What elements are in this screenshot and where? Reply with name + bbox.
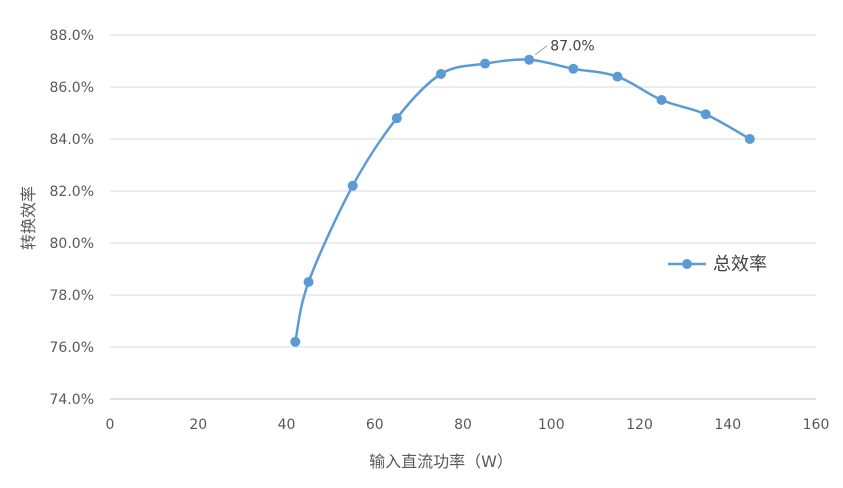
y-tick-label: 86.0% bbox=[50, 80, 94, 96]
data-points bbox=[290, 54, 755, 347]
x-axis-title: 输入直流功率（W） bbox=[369, 452, 513, 471]
annotation-leader bbox=[534, 45, 548, 56]
x-tick-label: 140 bbox=[714, 417, 741, 433]
x-tick-label: 80 bbox=[454, 417, 472, 433]
y-tick-label: 80.0% bbox=[50, 236, 94, 252]
data-point bbox=[303, 277, 314, 287]
data-label: 87.0% bbox=[550, 39, 594, 55]
x-tick-label: 120 bbox=[626, 417, 653, 433]
y-tick-label: 74.0% bbox=[50, 392, 94, 408]
y-axis-ticks: 74.0% 76.0% 78.0% 80.0% 82.0% 84.0% 86.0% 88.0% bbox=[50, 28, 94, 408]
x-tick-label: 20 bbox=[189, 417, 207, 433]
x-axis-ticks: 0 20 40 60 80 100 120 140 160 bbox=[106, 417, 830, 433]
x-tick-label: 40 bbox=[278, 417, 296, 433]
data-point bbox=[568, 63, 579, 74]
x-tick-label: 60 bbox=[366, 417, 384, 433]
y-tick-label: 82.0% bbox=[50, 184, 94, 200]
x-tick-label: 160 bbox=[803, 417, 830, 433]
x-tick-label: 100 bbox=[538, 417, 565, 433]
data-point bbox=[480, 58, 491, 69]
data-point bbox=[435, 69, 446, 79]
data-point bbox=[290, 336, 301, 347]
legend-label: 总效率 bbox=[713, 254, 767, 275]
y-axis-title: 转换效率 bbox=[19, 186, 38, 250]
y-tick-label: 78.0% bbox=[50, 288, 94, 304]
data-point bbox=[700, 109, 711, 120]
legend-marker bbox=[682, 259, 692, 269]
y-tick-label: 88.0% bbox=[50, 28, 94, 44]
data-point bbox=[347, 180, 358, 191]
annotations: 87.0% bbox=[534, 39, 595, 56]
x-tick-label: 0 bbox=[106, 417, 115, 433]
legend: 总效率 bbox=[668, 254, 767, 275]
data-point bbox=[744, 134, 755, 144]
series-line-total-efficiency bbox=[294, 58, 751, 343]
data-point bbox=[524, 54, 535, 65]
grid-lines bbox=[110, 34, 816, 348]
y-tick-label: 76.0% bbox=[50, 340, 94, 356]
y-tick-label: 84.0% bbox=[50, 132, 94, 148]
data-point bbox=[656, 95, 667, 105]
data-point bbox=[391, 113, 402, 124]
data-point bbox=[612, 71, 623, 82]
